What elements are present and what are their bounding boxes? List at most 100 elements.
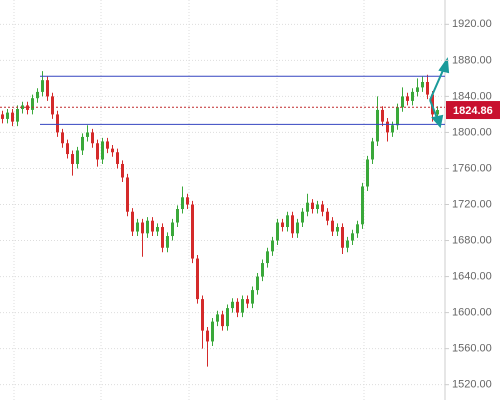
candle-body [91, 132, 94, 144]
candle-body [6, 112, 9, 119]
arrow-head [438, 57, 450, 74]
candle-body [106, 141, 109, 149]
candle-body [21, 105, 24, 110]
candle-body [131, 211, 134, 232]
candle-body [241, 299, 244, 313]
candle-body [301, 211, 304, 223]
candle-body [401, 96, 404, 108]
marks [0, 23, 445, 386]
candle-body [196, 258, 199, 300]
candle-body [101, 141, 104, 160]
y-tick-label: 1560.00 [452, 343, 492, 355]
y-tick-label: 1760.00 [452, 162, 492, 174]
candle-body [341, 227, 344, 248]
candle-body [211, 321, 214, 342]
candle-body [141, 222, 144, 234]
candle-body [361, 186, 364, 225]
candle-body [286, 215, 289, 228]
candle-body [201, 299, 204, 331]
candle-body [216, 314, 219, 322]
y-tick-label: 1720.00 [452, 198, 492, 210]
candle-body [326, 211, 329, 221]
candle-body [346, 240, 349, 248]
candle-body [331, 220, 334, 232]
candle-body [411, 91, 414, 101]
candle-body [366, 159, 369, 187]
y-tick-label: 1920.00 [452, 18, 492, 30]
candle-body [176, 209, 179, 223]
candle-body [436, 110, 439, 115]
candle-body [206, 330, 209, 342]
candle-body [36, 91, 39, 99]
y-tick-label: 1680.00 [452, 234, 492, 246]
candle-body [41, 80, 44, 92]
candle-body [381, 109, 384, 122]
candle-body [51, 96, 54, 115]
candle-body [261, 263, 264, 277]
price-label: 1824.86 [453, 105, 493, 117]
candle-body [231, 301, 234, 309]
candle-body [271, 240, 274, 252]
candle-body [121, 163, 124, 178]
candle-body [76, 150, 79, 164]
candle-body [226, 308, 229, 327]
vertical-grid [13, 0, 365, 400]
candle-body [371, 141, 374, 160]
price-badge [446, 101, 500, 120]
candle-body [111, 148, 114, 153]
candle-body [281, 222, 284, 228]
candle-body [376, 109, 379, 142]
candle-body [96, 143, 99, 160]
candle-body [151, 220, 154, 232]
candle-body [356, 224, 359, 234]
candle-body [11, 112, 14, 122]
candle-body [266, 251, 269, 264]
y-tick-label: 1640.00 [452, 270, 492, 282]
candle-body [256, 276, 259, 291]
candle-body [276, 222, 279, 241]
candle-body [426, 81, 429, 95]
candle-body [71, 154, 74, 164]
candle-body [336, 227, 339, 232]
y-tick-label: 1600.00 [452, 307, 492, 319]
candle-body [351, 233, 354, 241]
candle-body [186, 197, 189, 205]
arrow-head [431, 114, 444, 129]
candle-body [406, 96, 409, 101]
candle-body [46, 80, 49, 97]
arrows [429, 57, 450, 129]
candle-body [26, 105, 29, 110]
candle-body [321, 204, 324, 212]
candle-body [316, 204, 319, 210]
candle-body [396, 107, 399, 126]
candle-body [236, 301, 239, 313]
arrow-down [429, 99, 438, 119]
candle-body [86, 132, 89, 137]
candle-body [416, 87, 419, 92]
candle-body [126, 177, 129, 212]
candle-body [171, 222, 174, 237]
arrow-up [429, 67, 445, 101]
candle-body [31, 98, 34, 110]
candle-body [311, 202, 314, 210]
candle-body [81, 136, 84, 151]
candle-body [306, 202, 309, 212]
candle-body [386, 121, 389, 133]
candle-body [1, 114, 4, 119]
candle-body [156, 227, 159, 232]
candle-body [421, 81, 424, 88]
candle-body [146, 220, 149, 234]
candle-body [391, 125, 394, 133]
candle-body [66, 143, 69, 155]
candle-body [136, 222, 139, 232]
candle-body [251, 290, 254, 304]
candle-body [61, 132, 64, 144]
candle-body [221, 314, 224, 327]
candle-body [291, 215, 294, 234]
candle-body [161, 227, 164, 248]
candle-body [296, 222, 299, 234]
candle-body [181, 197, 184, 210]
y-tick-label: 1520.00 [452, 379, 492, 391]
